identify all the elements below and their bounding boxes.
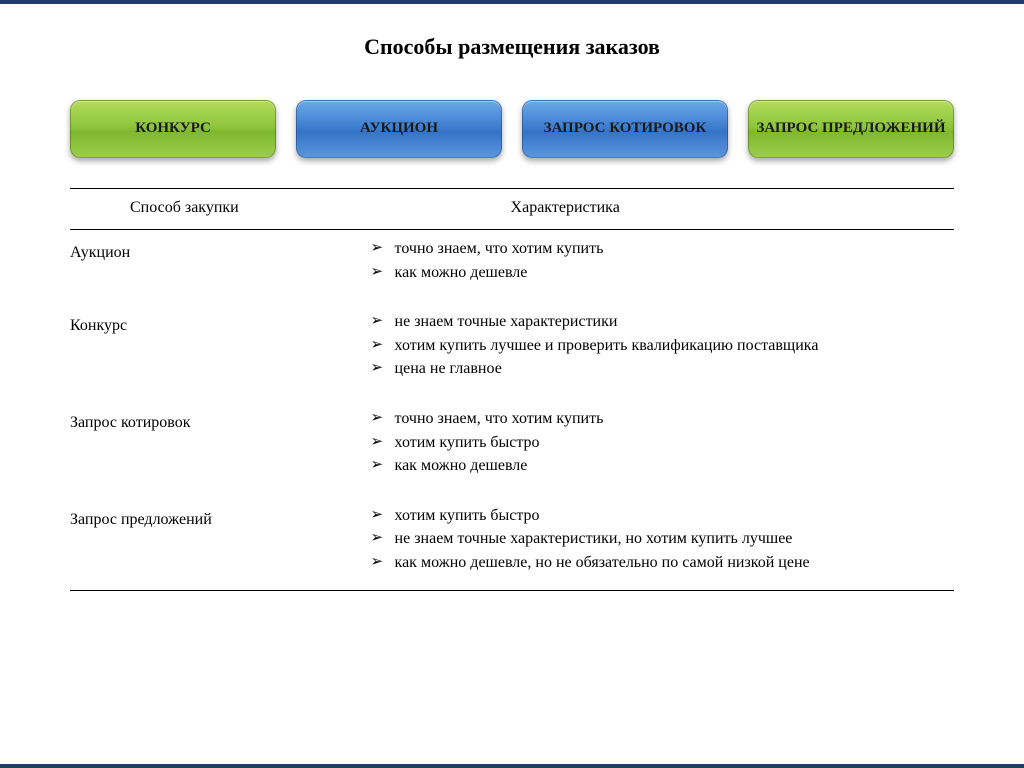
- characteristic-item: не знаем точные характеристики: [371, 311, 954, 333]
- column-header-characteristic: Характеристика: [371, 199, 954, 217]
- characteristic-item: как можно дешевле: [371, 262, 954, 284]
- method-buttons-row: КОНКУРС АУКЦИОН ЗАПРОС КОТИРОВОК ЗАПРОС …: [50, 100, 974, 158]
- comparison-table: Способ закупки Характеристика Аукцион то…: [50, 188, 974, 591]
- characteristic-item: как можно дешевле, но не обязательно по …: [371, 552, 954, 574]
- characteristic-item: цена не главное: [371, 358, 954, 380]
- method-button-label: ЗАПРОС КОТИРОВОК: [544, 120, 707, 137]
- row-method-name: Аукцион: [70, 238, 371, 262]
- method-button-zapros-predlozheniy: ЗАПРОС ПРЕДЛОЖЕНИЙ: [748, 100, 954, 158]
- characteristic-item: как можно дешевле: [371, 455, 954, 477]
- method-button-label: КОНКУРС: [135, 120, 211, 137]
- table-header-row: Способ закупки Характеристика: [70, 189, 954, 229]
- characteristic-item: хотим купить быстро: [371, 505, 954, 527]
- row-method-name: Запрос предложений: [70, 505, 371, 529]
- table-row: Конкурс не знаем точные характеристики х…: [70, 311, 954, 382]
- table-row: Запрос котировок точно знаем, что хотим …: [70, 408, 954, 479]
- slide: Способы размещения заказов КОНКУРС АУКЦИ…: [0, 4, 1024, 764]
- table-bottom-divider: [70, 590, 954, 591]
- table-row: Запрос предложений хотим купить быстро н…: [70, 505, 954, 576]
- row-characteristics: хотим купить быстро не знаем точные хара…: [371, 505, 954, 576]
- table-body: Аукцион точно знаем, что хотим купить ка…: [70, 230, 954, 576]
- method-button-label: АУКЦИОН: [360, 120, 438, 137]
- row-method-name: Запрос котировок: [70, 408, 371, 432]
- row-characteristics: точно знаем, что хотим купить как можно …: [371, 238, 954, 285]
- method-button-zapros-kotirovok: ЗАПРОС КОТИРОВОК: [522, 100, 728, 158]
- column-header-method: Способ закупки: [70, 199, 371, 217]
- characteristic-item: хотим купить лучшее и проверить квалифик…: [371, 335, 954, 357]
- characteristic-item: точно знаем, что хотим купить: [371, 408, 954, 430]
- table-row: Аукцион точно знаем, что хотим купить ка…: [70, 238, 954, 285]
- method-button-konkurs: КОНКУРС: [70, 100, 276, 158]
- characteristic-item: не знаем точные характеристики, но хотим…: [371, 528, 954, 550]
- row-method-name: Конкурс: [70, 311, 371, 335]
- method-button-label: ЗАПРОС ПРЕДЛОЖЕНИЙ: [756, 120, 945, 137]
- row-characteristics: точно знаем, что хотим купить хотим купи…: [371, 408, 954, 479]
- characteristic-item: хотим купить быстро: [371, 432, 954, 454]
- method-button-auktsion: АУКЦИОН: [296, 100, 502, 158]
- row-characteristics: не знаем точные характеристики хотим куп…: [371, 311, 954, 382]
- slide-title: Способы размещения заказов: [50, 34, 974, 60]
- characteristic-item: точно знаем, что хотим купить: [371, 238, 954, 260]
